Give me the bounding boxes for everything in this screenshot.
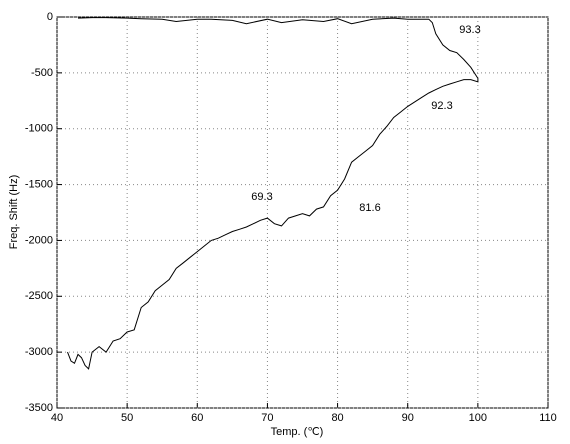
y-tick-label: -3500 (25, 402, 53, 414)
x-tick-label: 60 (191, 412, 203, 424)
y-tick-label: -2500 (25, 290, 53, 302)
annotation: 81.6 (359, 202, 380, 214)
plot-frame (56, 16, 549, 409)
y-tick-label: -1000 (25, 123, 53, 135)
annotation: 69.3 (251, 191, 272, 203)
x-tick-label: 80 (331, 412, 343, 424)
annotation: 93.3 (459, 24, 480, 36)
x-axis-label: Temp. (℃) (271, 426, 324, 438)
y-tick-label: -3000 (25, 346, 53, 358)
y-tick-label: -500 (31, 67, 53, 79)
annotation: 92.3 (431, 100, 452, 112)
y-axis-label: Freq. Shift (Hz) (8, 175, 20, 250)
x-tick-label: 50 (121, 412, 133, 424)
x-tick-label: 70 (261, 412, 273, 424)
x-tick-label: 100 (469, 412, 487, 424)
data-line (67, 17, 479, 370)
x-tick-label: 90 (402, 412, 414, 424)
x-tick-label: 40 (51, 412, 63, 424)
x-tick-label: 110 (539, 412, 557, 424)
y-tick-label: -2000 (25, 234, 53, 246)
y-tick-label: -1500 (25, 178, 53, 190)
y-tick-label: 0 (47, 11, 53, 23)
